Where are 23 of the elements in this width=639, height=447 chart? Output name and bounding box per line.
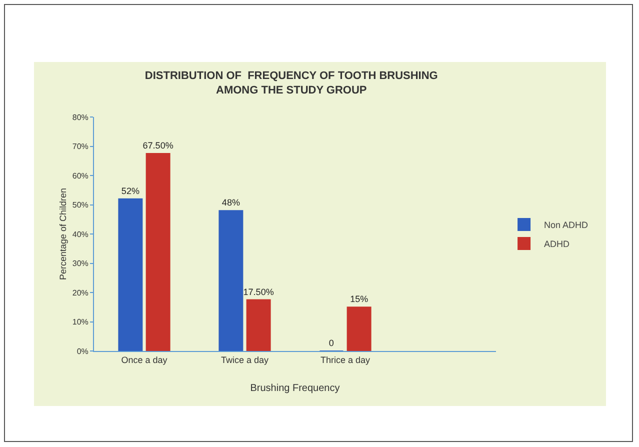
data-label: 0: [328, 338, 334, 348]
y-tick-label: 0%: [76, 346, 88, 356]
y-tick-label: 60%: [72, 171, 88, 180]
data-label: 15%: [350, 294, 368, 304]
y-tick-label: 50%: [72, 200, 88, 210]
legend-label: ADHD: [544, 239, 570, 250]
y-tick-label: 20%: [72, 288, 88, 298]
legend-label: Non ADHD: [544, 220, 589, 230]
y-axis-title: Percentage of Children: [58, 188, 68, 280]
data-label: 67.50%: [142, 140, 174, 151]
y-tick-label: 70%: [72, 142, 88, 152]
data-label: 52%: [121, 186, 140, 196]
data-label: 17.50%: [243, 286, 274, 297]
x-tick-label: Once a day: [121, 354, 168, 365]
y-tick-label: 30%: [72, 259, 88, 268]
data-label: 48%: [222, 198, 240, 208]
x-axis-title: Brushing Frequency: [250, 383, 340, 394]
y-tick-label: 10%: [72, 318, 88, 327]
x-tick-label: Twice a day: [220, 354, 270, 365]
chart-title: DISTRIBUTION OF FREQUENCY OF TOOTH BRUSHING AMONG THE STUDY GROUP: [144, 70, 438, 96]
y-tick-label: 80%: [72, 112, 88, 122]
x-tick-label: Thrice a day: [320, 354, 371, 365]
y-tick-label: 40%: [72, 230, 88, 239]
